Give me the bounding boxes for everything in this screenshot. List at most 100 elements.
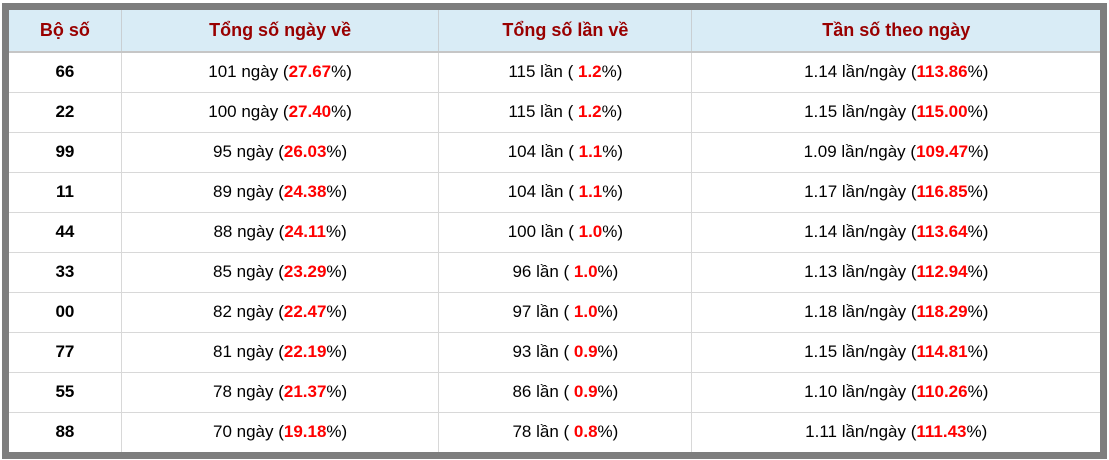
freq-percent: 114.81 xyxy=(916,342,968,361)
freq-suffix: %) xyxy=(968,142,989,161)
table-frame: Bộ số Tổng số ngày về Tổng số lần về Tần… xyxy=(2,3,1107,459)
freq-text: 1.15 lần/ngày ( xyxy=(804,342,917,361)
freq-text: 1.11 lần/ngày ( xyxy=(805,422,917,442)
freq-percent: 113.64 xyxy=(916,222,968,241)
freq-text: 1.14 lần/ngày ( xyxy=(804,62,917,82)
times-percent: 0.8 xyxy=(573,422,598,442)
days-suffix: %) xyxy=(326,342,348,361)
cell-total-times: 100 lần ( 1.0%) xyxy=(438,211,693,252)
cell-total-days: 88 ngày (24.11%) xyxy=(121,211,440,252)
pair-value: 77 xyxy=(55,342,75,361)
times-text: 97 lần ( xyxy=(512,302,574,321)
freq-suffix: %) xyxy=(967,62,989,82)
times-text: 96 lần ( xyxy=(512,262,574,281)
cell-total-times: 104 lần ( 1.1%) xyxy=(438,171,693,212)
days-text: 70 ngày ( xyxy=(212,422,284,442)
table-row: 99 95 ngày (26.03%) 104 lần ( 1.1%) 1.09… xyxy=(9,131,1100,172)
cell-frequency: 1.10 lần/ngày (110.26%) xyxy=(691,371,1100,412)
table-row: 44 88 ngày (24.11%) 100 lần ( 1.0%) 1.14… xyxy=(9,211,1100,252)
times-suffix: %) xyxy=(602,222,624,241)
freq-suffix: %) xyxy=(967,302,989,321)
table-body: 66 101 ngày (27.67%) 115 lần ( 1.2%) 1.1… xyxy=(9,52,1100,452)
freq-text: 1.10 lần/ngày ( xyxy=(804,382,917,401)
cell-total-times: 104 lần ( 1.1%) xyxy=(438,131,693,172)
times-text: 93 lần ( xyxy=(512,342,574,361)
days-percent: 27.40 xyxy=(288,102,332,121)
days-percent: 21.37 xyxy=(283,382,327,401)
cell-pair: 33 xyxy=(9,251,122,292)
cell-pair: 55 xyxy=(9,371,122,412)
cell-frequency: 1.13 lần/ngày (112.94%) xyxy=(691,251,1100,292)
times-percent: 1.0 xyxy=(573,302,598,321)
header-cell-total-days: Tổng số ngày về xyxy=(121,10,440,53)
freq-percent: 109.47 xyxy=(916,142,969,161)
freq-text: 1.14 lần/ngày ( xyxy=(804,222,917,241)
header-cell-total-times: Tổng số lần về xyxy=(438,10,693,53)
header-cell-frequency: Tần số theo ngày xyxy=(691,10,1100,53)
times-text: 115 lần ( xyxy=(508,102,578,121)
times-percent: 0.9 xyxy=(573,342,598,361)
times-suffix: %) xyxy=(602,142,624,161)
header-cell-pair: Bộ số xyxy=(9,10,122,53)
cell-frequency: 1.18 lần/ngày (118.29%) xyxy=(691,291,1100,332)
freq-percent: 116.85 xyxy=(916,182,968,201)
cell-total-times: 78 lần ( 0.8%) xyxy=(438,411,693,452)
times-percent: 1.0 xyxy=(573,262,598,281)
cell-total-days: 81 ngày (22.19%) xyxy=(121,331,440,372)
days-text: 81 ngày ( xyxy=(212,342,284,361)
days-percent: 24.38 xyxy=(283,182,327,201)
days-text: 100 ngày ( xyxy=(208,102,289,121)
cell-pair: 66 xyxy=(9,52,122,92)
cell-total-times: 86 lần ( 0.9%) xyxy=(438,371,693,412)
days-text: 89 ngày ( xyxy=(212,182,284,201)
times-percent: 1.0 xyxy=(578,222,603,241)
freq-text: 1.13 lần/ngày ( xyxy=(804,262,917,281)
days-percent: 24.11 xyxy=(284,222,326,241)
freq-text: 1.15 lần/ngày ( xyxy=(804,102,917,121)
times-percent: 1.2 xyxy=(577,62,602,82)
cell-pair: 44 xyxy=(9,211,122,252)
times-text: 104 lần ( xyxy=(507,182,579,201)
freq-suffix: %) xyxy=(967,182,989,201)
cell-frequency: 1.11 lần/ngày (111.43%) xyxy=(691,411,1100,452)
days-percent: 27.67 xyxy=(288,62,332,82)
freq-percent: 118.29 xyxy=(916,302,968,321)
pair-value: 11 xyxy=(55,182,74,201)
cell-total-days: 101 ngày (27.67%) xyxy=(121,52,440,92)
cell-pair: 88 xyxy=(9,411,122,452)
freq-suffix: %) xyxy=(967,342,989,361)
times-percent: 1.2 xyxy=(577,102,602,121)
cell-frequency: 1.14 lần/ngày (113.64%) xyxy=(691,211,1100,252)
days-percent: 22.19 xyxy=(283,342,327,361)
table-header-row: Bộ số Tổng số ngày về Tổng số lần về Tần… xyxy=(9,10,1100,53)
freq-text: 1.18 lần/ngày ( xyxy=(804,302,917,321)
times-percent: 0.9 xyxy=(573,382,598,401)
days-text: 85 ngày ( xyxy=(212,262,284,281)
days-text: 78 ngày ( xyxy=(212,382,284,401)
days-suffix: %) xyxy=(331,62,352,82)
cell-frequency: 1.15 lần/ngày (115.00%) xyxy=(691,91,1100,132)
cell-frequency: 1.14 lần/ngày (113.86%) xyxy=(692,52,1100,92)
days-suffix: %) xyxy=(326,142,348,161)
table-row: 11 89 ngày (24.38%) 104 lần ( 1.1%) 1.17… xyxy=(9,171,1100,212)
freq-text: 1.09 lần/ngày ( xyxy=(803,142,917,161)
days-percent: 19.18 xyxy=(283,422,327,442)
pair-value: 44 xyxy=(55,222,75,241)
times-percent: 1.1 xyxy=(578,182,603,201)
days-text: 101 ngày ( xyxy=(208,62,289,82)
pair-value: 22 xyxy=(55,102,75,121)
cell-total-times: 115 lần ( 1.2%) xyxy=(438,52,693,92)
freq-suffix: %) xyxy=(967,262,989,281)
pair-value: 33 xyxy=(55,262,75,281)
cell-frequency: 1.15 lần/ngày (114.81%) xyxy=(691,331,1100,372)
times-percent: 1.1 xyxy=(578,142,603,161)
times-suffix: %) xyxy=(597,382,619,401)
times-suffix: %) xyxy=(601,102,623,121)
cell-total-times: 96 lần ( 1.0%) xyxy=(438,251,693,292)
table-row: 66 101 ngày (27.67%) 115 lần ( 1.2%) 1.1… xyxy=(9,52,1100,92)
table-row: 00 82 ngày (22.47%) 97 lần ( 1.0%) 1.18 … xyxy=(9,291,1100,332)
freq-percent: 110.26 xyxy=(916,382,968,401)
cell-pair: 22 xyxy=(9,91,122,132)
pair-value: 88 xyxy=(55,422,75,442)
freq-percent: 115.00 xyxy=(916,102,968,121)
